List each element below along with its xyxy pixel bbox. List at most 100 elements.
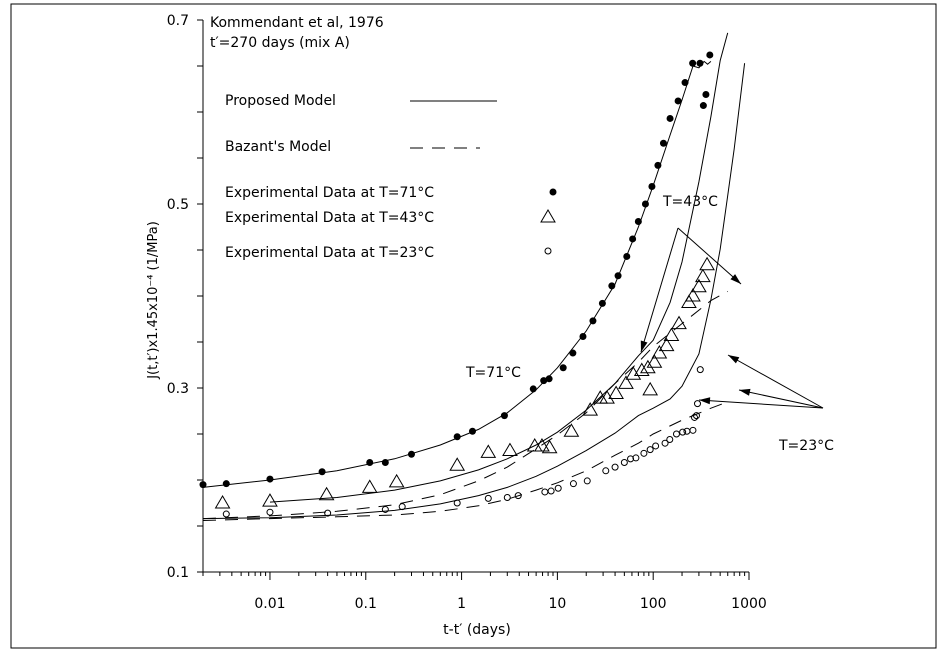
legend-symbol-filled-circle — [549, 188, 557, 196]
data-point-43c — [502, 442, 518, 457]
x-tick-label: 0.1 — [355, 596, 377, 612]
data-point-71c — [222, 480, 230, 488]
proposed-model-line-23 — [202, 63, 746, 520]
y-axis-label: J(t,t′)x1.45x10⁻⁴ (1/MPa) — [146, 221, 161, 380]
data-point-23c — [672, 430, 680, 438]
data-point-43c — [262, 493, 278, 507]
annotation-arrow-line — [727, 354, 824, 409]
annotation-arrow-head — [728, 355, 740, 364]
model-curves — [202, 32, 746, 521]
data-point-23c — [679, 428, 687, 436]
figure-border — [10, 3, 937, 649]
data-points — [199, 51, 715, 518]
data-point-71c — [608, 282, 616, 290]
data-point-71c — [666, 114, 674, 122]
bazant-model-line-23 — [202, 401, 728, 521]
data-point-43c — [534, 437, 550, 452]
data-point-71c — [318, 468, 326, 476]
legend-label-23: Experimental Data at T=23°C — [225, 245, 434, 261]
data-point-71c — [706, 51, 714, 59]
data-point-23c — [689, 426, 697, 434]
x-tick-label: 0.01 — [254, 596, 285, 612]
chart-title: Kommendant et al, 1976 — [210, 15, 384, 31]
data-point-23c — [541, 488, 549, 496]
data-point-71c — [500, 412, 508, 420]
x-tick-label: 100 — [640, 596, 667, 612]
data-point-23c — [627, 455, 635, 463]
data-point-23c — [381, 505, 389, 513]
data-point-23c — [503, 493, 511, 501]
annotation-arrow-line — [677, 227, 742, 285]
data-point-71c — [681, 79, 689, 87]
data-point-43c — [633, 362, 650, 377]
data-point-23c — [222, 510, 230, 518]
data-point-23c — [646, 446, 654, 454]
data-point-71c — [696, 59, 704, 67]
data-point-43c — [663, 327, 680, 342]
annotation-arrows — [640, 227, 824, 409]
data-point-23c — [693, 400, 701, 408]
y-tick-label: 0.3 — [167, 381, 189, 397]
data-point-71c — [654, 161, 662, 169]
annotation-t23: T=23°C — [778, 438, 834, 454]
data-point-71c — [674, 97, 682, 105]
annotation-arrow-line — [738, 389, 824, 409]
data-point-43c — [318, 486, 335, 501]
data-point-71c — [468, 427, 476, 435]
data-point-43c — [449, 457, 466, 471]
data-point-23c — [696, 366, 704, 374]
data-point-71c — [589, 317, 597, 325]
data-point-71c — [545, 375, 553, 383]
chart-subtitle: t′=270 days (mix A) — [210, 35, 350, 51]
data-point-71c — [629, 235, 637, 243]
data-point-71c — [659, 139, 667, 147]
annotation-arrow-head — [739, 388, 751, 396]
data-point-71c — [559, 364, 567, 372]
data-point-71c — [648, 183, 656, 191]
data-point-23c — [652, 442, 660, 450]
y-tick-label: 0.7 — [167, 13, 189, 29]
data-point-43c — [699, 256, 715, 271]
data-point-71c — [453, 433, 461, 441]
data-point-23c — [569, 480, 577, 488]
data-point-43c — [388, 473, 405, 488]
x-tick-label: 10 — [548, 596, 566, 612]
data-point-23c — [583, 477, 591, 485]
data-point-23c — [661, 439, 669, 447]
legend-symbol-triangle — [540, 209, 556, 223]
data-point-43c — [618, 375, 634, 389]
data-point-71c — [689, 59, 697, 67]
legend-label-proposed: Proposed Model — [225, 93, 336, 109]
data-point-71c — [407, 450, 415, 458]
data-point-23c — [514, 492, 522, 500]
data-point-71c — [634, 217, 642, 225]
legend-label-71: Experimental Data at T=71°C — [225, 185, 434, 201]
legend-label-bazant: Bazant's Model — [225, 139, 331, 155]
data-point-43c — [658, 337, 675, 352]
data-point-71c — [381, 459, 389, 467]
data-point-71c — [199, 481, 207, 489]
proposed-model-line-43 — [269, 32, 729, 503]
data-point-71c — [641, 200, 649, 208]
bazant-model-line-43 — [202, 290, 728, 520]
data-point-23c — [398, 503, 406, 511]
data-point-23c — [554, 484, 562, 492]
annotation-arrow-line — [698, 399, 824, 409]
legend-symbol-open-circle — [544, 247, 552, 255]
data-point-43c — [671, 315, 687, 330]
annotation-arrow-line — [640, 227, 679, 353]
proposed-model-line-71 — [202, 60, 712, 488]
annotation-arrow-head — [730, 274, 741, 284]
data-point-23c — [453, 499, 461, 507]
data-point-43c — [694, 268, 711, 283]
legend-label-43: Experimental Data at T=43°C — [225, 210, 434, 226]
data-point-71c — [569, 349, 577, 357]
data-point-71c — [699, 102, 707, 110]
data-point-71c — [702, 91, 710, 99]
data-point-43c — [646, 354, 663, 368]
annotation-arrow-head — [699, 397, 711, 405]
data-point-43c — [691, 278, 707, 293]
data-point-43c — [214, 495, 231, 509]
